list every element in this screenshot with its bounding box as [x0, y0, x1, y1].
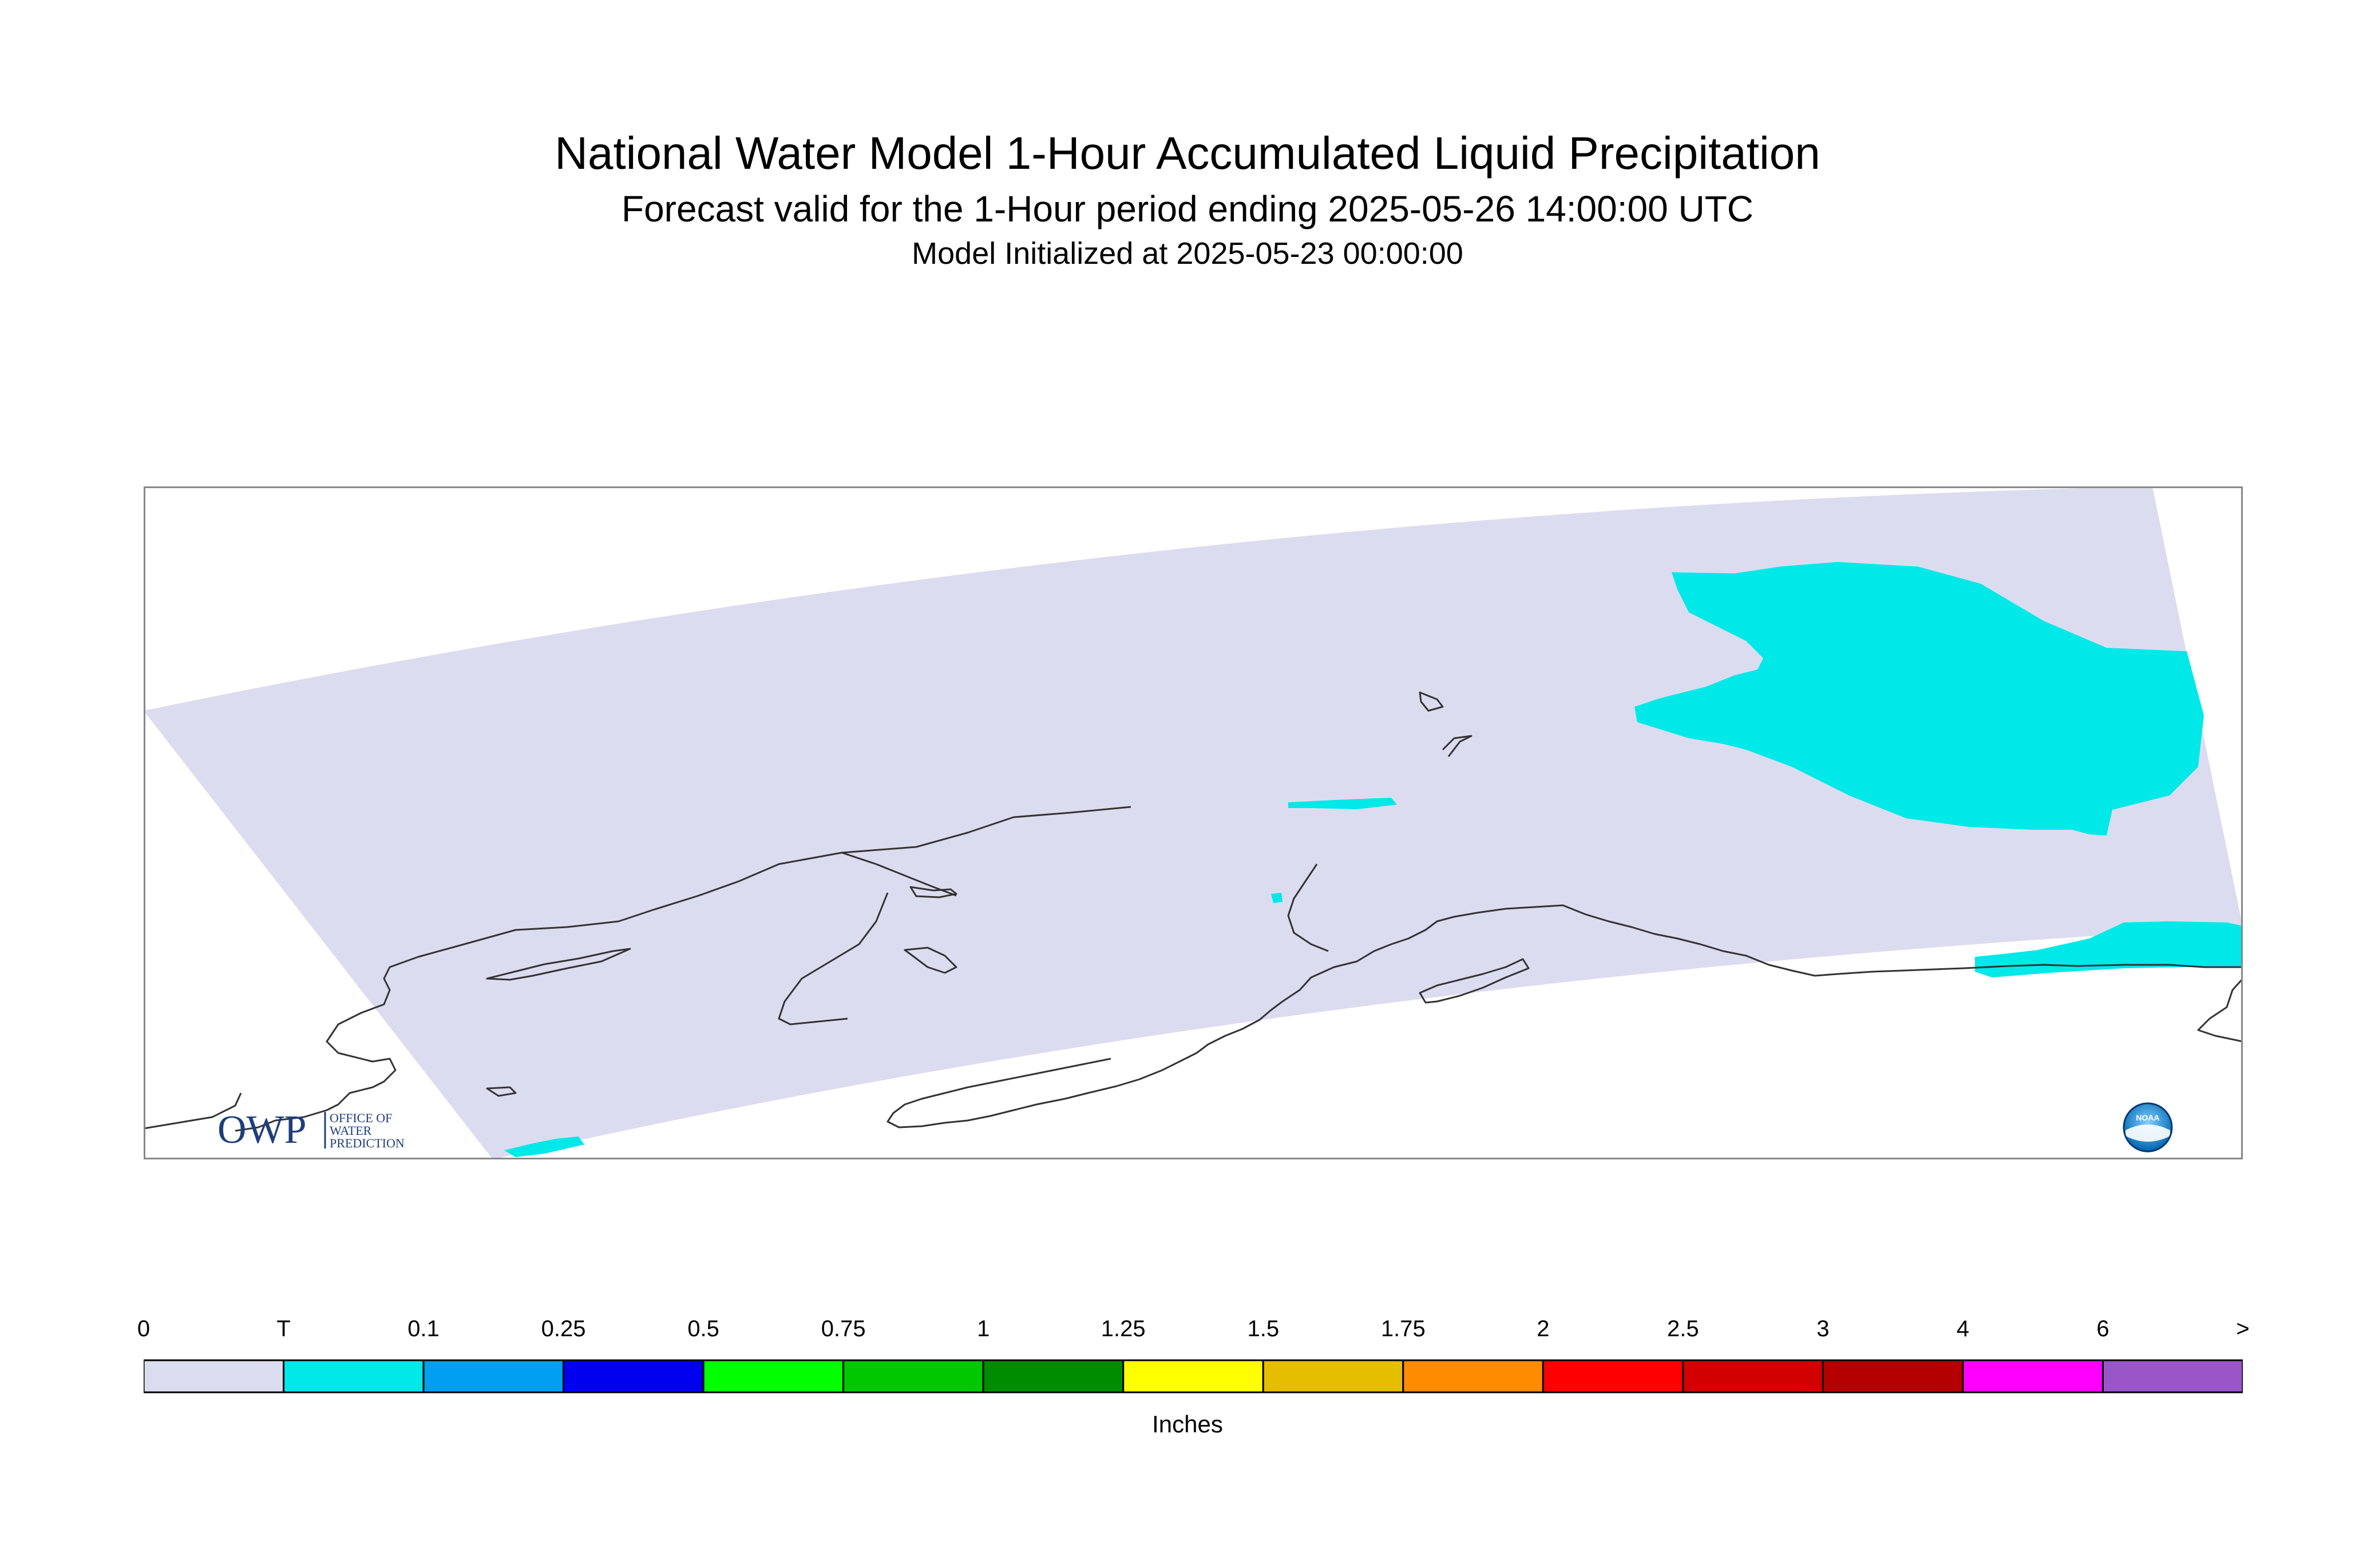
coastline-islands-1	[1419, 958, 1530, 1004]
colorbar-bin-1	[283, 1359, 425, 1393]
colorbar-bin-0	[144, 1359, 285, 1393]
colorbar-bin-12	[1822, 1359, 1964, 1393]
colorbar-bin-7	[1122, 1359, 1264, 1393]
colorbar-bin-13	[1962, 1359, 2104, 1393]
owp-logo: OWP OFFICE OF WATER PREDICTION	[217, 1108, 405, 1152]
colorbar-tick-label: 4	[1956, 1316, 1970, 1341]
precipitation-areas	[504, 562, 2243, 1157]
coastline-islands-5	[1419, 691, 1444, 712]
owp-logo-line-3: PREDICTION	[330, 1136, 405, 1150]
colorbar-bin-5	[842, 1359, 984, 1393]
colorbar-bin-14	[2101, 1359, 2243, 1393]
colorbar-tick-label: 2.5	[1667, 1316, 1699, 1341]
colorbar-tick-label: 2	[1537, 1316, 1550, 1341]
coastline-east-edge	[2197, 977, 2243, 1043]
coastline-northwest-arc	[486, 948, 631, 981]
colorbar-tick-label: 1.5	[1247, 1316, 1280, 1341]
colorbar-bin-11	[1682, 1359, 1824, 1393]
colorbar-bin-9	[1402, 1359, 1544, 1393]
owp-logo-line-1: OFFICE OF	[330, 1111, 392, 1125]
noaa-logo-text: NOAA	[2136, 1113, 2159, 1122]
coastline-islands-2	[909, 886, 957, 898]
precip-area-east-large	[1634, 562, 2204, 836]
colorbar-tick-labels: 0 T 0.1 0.25 0.5 0.75 1 1.25 1.5 1.75 2 2.5 3 4 6 >	[137, 1316, 2250, 1351]
colorbar-tick-label: 0.75	[821, 1316, 866, 1341]
coastline-islands-3	[904, 947, 957, 974]
owp-logo-mark: OWP	[217, 1108, 307, 1152]
colorbar-tick-label: 1.25	[1101, 1316, 1146, 1341]
coastlines	[144, 691, 2243, 1132]
coastline-islands-6	[1442, 735, 1472, 757]
colorbar-tick-label: 3	[1816, 1316, 1830, 1341]
colorbar-bin-10	[1542, 1359, 1684, 1393]
coastline-inland-river	[778, 892, 889, 1025]
precip-area-southwest	[504, 1137, 584, 1157]
coastline-kenai	[1287, 864, 1329, 952]
colorbar-bin-8	[1262, 1359, 1404, 1393]
forecast-valid-subtitle: Forecast valid for the 1-Hour period end…	[621, 188, 1754, 229]
colorbar-bin-2	[422, 1359, 565, 1393]
coastline-islands-4	[486, 1086, 517, 1097]
owp-logo-line-2: WATER	[330, 1123, 372, 1138]
precip-area-north-strip	[1288, 798, 1397, 809]
colorbar-tick-label: 6	[2096, 1316, 2109, 1341]
colorbar-tick-label: T	[276, 1316, 291, 1341]
colorbar-tick-label: 1.75	[1380, 1316, 1426, 1341]
model-init-line: Model Initialized at 2025-05-23 00:00:00	[912, 236, 1463, 271]
colorbar-tick-label: 0	[137, 1316, 151, 1341]
precipitation-map	[144, 486, 2243, 1159]
colorbar-tick-label: 0.1	[407, 1316, 440, 1341]
colorbar-units: Inches	[1152, 1411, 1223, 1438]
colorbar-tick-label: 0.5	[687, 1316, 719, 1341]
colorbar-bin-6	[982, 1359, 1125, 1393]
model-domain-area	[144, 486, 2243, 1159]
coastline-south-central	[1282, 904, 2243, 1003]
colorbar-bin-4	[702, 1359, 845, 1393]
colorbar	[144, 1359, 2243, 1393]
map-frame	[144, 486, 2243, 1159]
colorbar-tick-label: 0.25	[541, 1316, 586, 1341]
colorbar-bins	[144, 1359, 2243, 1393]
precip-area-east-small	[1975, 921, 2243, 977]
coastline-southwest-land	[144, 1092, 327, 1132]
precip-area-dot	[1271, 893, 1282, 903]
colorbar-tick-label: >	[2236, 1316, 2250, 1341]
map-title: National Water Model 1-Hour Accumulated …	[555, 128, 1820, 179]
colorbar-bin-3	[563, 1359, 704, 1393]
noaa-logo: NOAA	[2123, 1102, 2173, 1153]
colorbar-tick-label: 1	[977, 1316, 990, 1341]
coastline-peninsula	[886, 1000, 1283, 1129]
